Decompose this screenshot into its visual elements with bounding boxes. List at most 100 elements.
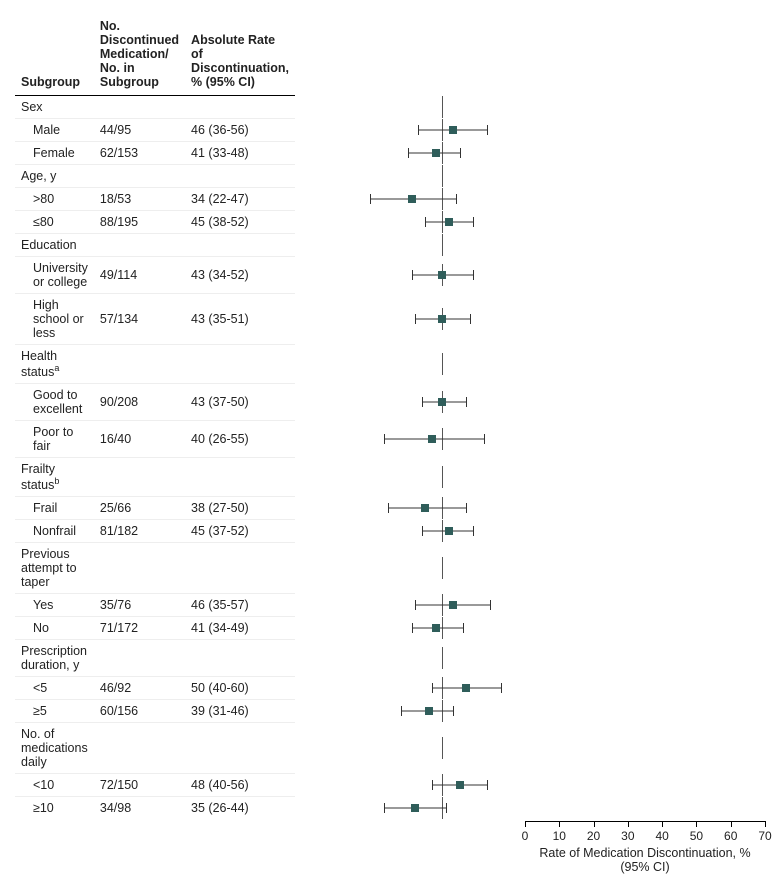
item-label: Yes xyxy=(15,594,94,617)
item-row: <546/9250 (40-60) xyxy=(15,677,535,700)
item-label: ≥5 xyxy=(15,700,94,723)
item-count: 35/76 xyxy=(94,594,185,617)
item-row: ≥560/15639 (31-46) xyxy=(15,700,535,723)
ci-cap-right xyxy=(463,623,464,633)
item-label: High school or less xyxy=(15,294,94,345)
item-count: 34/98 xyxy=(94,797,185,820)
plot-cell xyxy=(295,384,535,421)
group-row: No. of medications daily xyxy=(15,723,535,774)
ci-cap-left xyxy=(432,780,433,790)
point-marker xyxy=(438,315,446,323)
plot-cell xyxy=(295,188,535,211)
item-label: Male xyxy=(15,119,94,142)
plot-cell xyxy=(295,119,535,142)
item-row: Yes35/7646 (35-57) xyxy=(15,594,535,617)
item-rate: 48 (40-56) xyxy=(185,774,295,797)
axis-tick-label: 10 xyxy=(553,829,566,843)
plot-cell xyxy=(295,797,535,820)
group-label: Prescription duration, y xyxy=(15,640,94,677)
item-row: <1072/15048 (40-56) xyxy=(15,774,535,797)
ci-cap-left xyxy=(422,526,423,536)
point-marker xyxy=(456,781,464,789)
item-row: Frail25/6638 (27-50) xyxy=(15,497,535,520)
axis-tick-label: 0 xyxy=(522,829,529,843)
plot-cell xyxy=(295,594,535,617)
ci-cap-right xyxy=(473,217,474,227)
ci-cap-right xyxy=(466,503,467,513)
group-label: No. of medications daily xyxy=(15,723,94,774)
plot-cell xyxy=(295,700,535,723)
point-marker xyxy=(449,601,457,609)
plot-cell xyxy=(295,640,535,677)
ci-cap-left xyxy=(384,434,385,444)
item-rate: 43 (34-52) xyxy=(185,257,295,294)
axis-tick xyxy=(628,821,629,827)
point-marker xyxy=(421,504,429,512)
plot-cell xyxy=(295,345,535,384)
axis-tick-label: 40 xyxy=(655,829,668,843)
ci-cap-left xyxy=(415,314,416,324)
plot-cell xyxy=(295,234,535,257)
group-row: Health statusa xyxy=(15,345,535,384)
item-label: <5 xyxy=(15,677,94,700)
plot-cell xyxy=(295,294,535,345)
item-row: Female62/15341 (33-48) xyxy=(15,142,535,165)
axis-tick-label: 50 xyxy=(690,829,703,843)
item-label: <10 xyxy=(15,774,94,797)
item-row: University or college49/11443 (34-52) xyxy=(15,257,535,294)
col-header-subgroup: Subgroup xyxy=(15,15,94,96)
ci-cap-left xyxy=(401,706,402,716)
axis-tick xyxy=(662,821,663,827)
item-row: High school or less57/13443 (35-51) xyxy=(15,294,535,345)
item-row: Male44/9546 (36-56) xyxy=(15,119,535,142)
ci-cap-left xyxy=(412,270,413,280)
axis-tick-label: 60 xyxy=(724,829,737,843)
ci-cap-right xyxy=(456,194,457,204)
plot-cell xyxy=(295,421,535,458)
plot-cell xyxy=(295,617,535,640)
ci-cap-left xyxy=(418,125,419,135)
ci-cap-right xyxy=(484,434,485,444)
item-rate: 35 (26-44) xyxy=(185,797,295,820)
item-label: ≥10 xyxy=(15,797,94,820)
item-row: >8018/5334 (22-47) xyxy=(15,188,535,211)
group-row: Prescription duration, y xyxy=(15,640,535,677)
point-marker xyxy=(428,435,436,443)
ci-cap-right xyxy=(460,148,461,158)
axis-tick xyxy=(731,821,732,827)
group-row: Age, y xyxy=(15,165,535,188)
point-marker xyxy=(449,126,457,134)
item-label: Frail xyxy=(15,497,94,520)
ci-cap-left xyxy=(425,217,426,227)
group-label: Health statusa xyxy=(15,345,94,384)
item-rate: 50 (40-60) xyxy=(185,677,295,700)
col-header-count: No. Discontinued Medication/ No. in Subg… xyxy=(94,15,185,96)
item-row: Good to excellent90/20843 (37-50) xyxy=(15,384,535,421)
plot-cell xyxy=(295,543,535,594)
item-rate: 45 (38-52) xyxy=(185,211,295,234)
item-label: Nonfrail xyxy=(15,520,94,543)
item-count: 72/150 xyxy=(94,774,185,797)
group-label: Previous attempt to taper xyxy=(15,543,94,594)
plot-cell xyxy=(295,458,535,497)
axis-tick xyxy=(765,821,766,827)
ci-cap-left xyxy=(370,194,371,204)
item-count: 25/66 xyxy=(94,497,185,520)
plot-cell xyxy=(295,774,535,797)
group-label: Age, y xyxy=(15,165,94,188)
forest-plot-figure: Subgroup No. Discontinued Medication/ No… xyxy=(15,15,765,819)
plot-cell xyxy=(295,142,535,165)
item-label: Good to excellent xyxy=(15,384,94,421)
item-rate: 39 (31-46) xyxy=(185,700,295,723)
item-rate: 46 (36-56) xyxy=(185,119,295,142)
plot-cell xyxy=(295,257,535,294)
item-count: 16/40 xyxy=(94,421,185,458)
group-row: Frailty statusb xyxy=(15,458,535,497)
axis-tick-label: 30 xyxy=(621,829,634,843)
ci-cap-right xyxy=(466,397,467,407)
plot-cell xyxy=(295,96,535,119)
item-count: 60/156 xyxy=(94,700,185,723)
axis-tick xyxy=(594,821,595,827)
item-count: 88/195 xyxy=(94,211,185,234)
item-count: 44/95 xyxy=(94,119,185,142)
